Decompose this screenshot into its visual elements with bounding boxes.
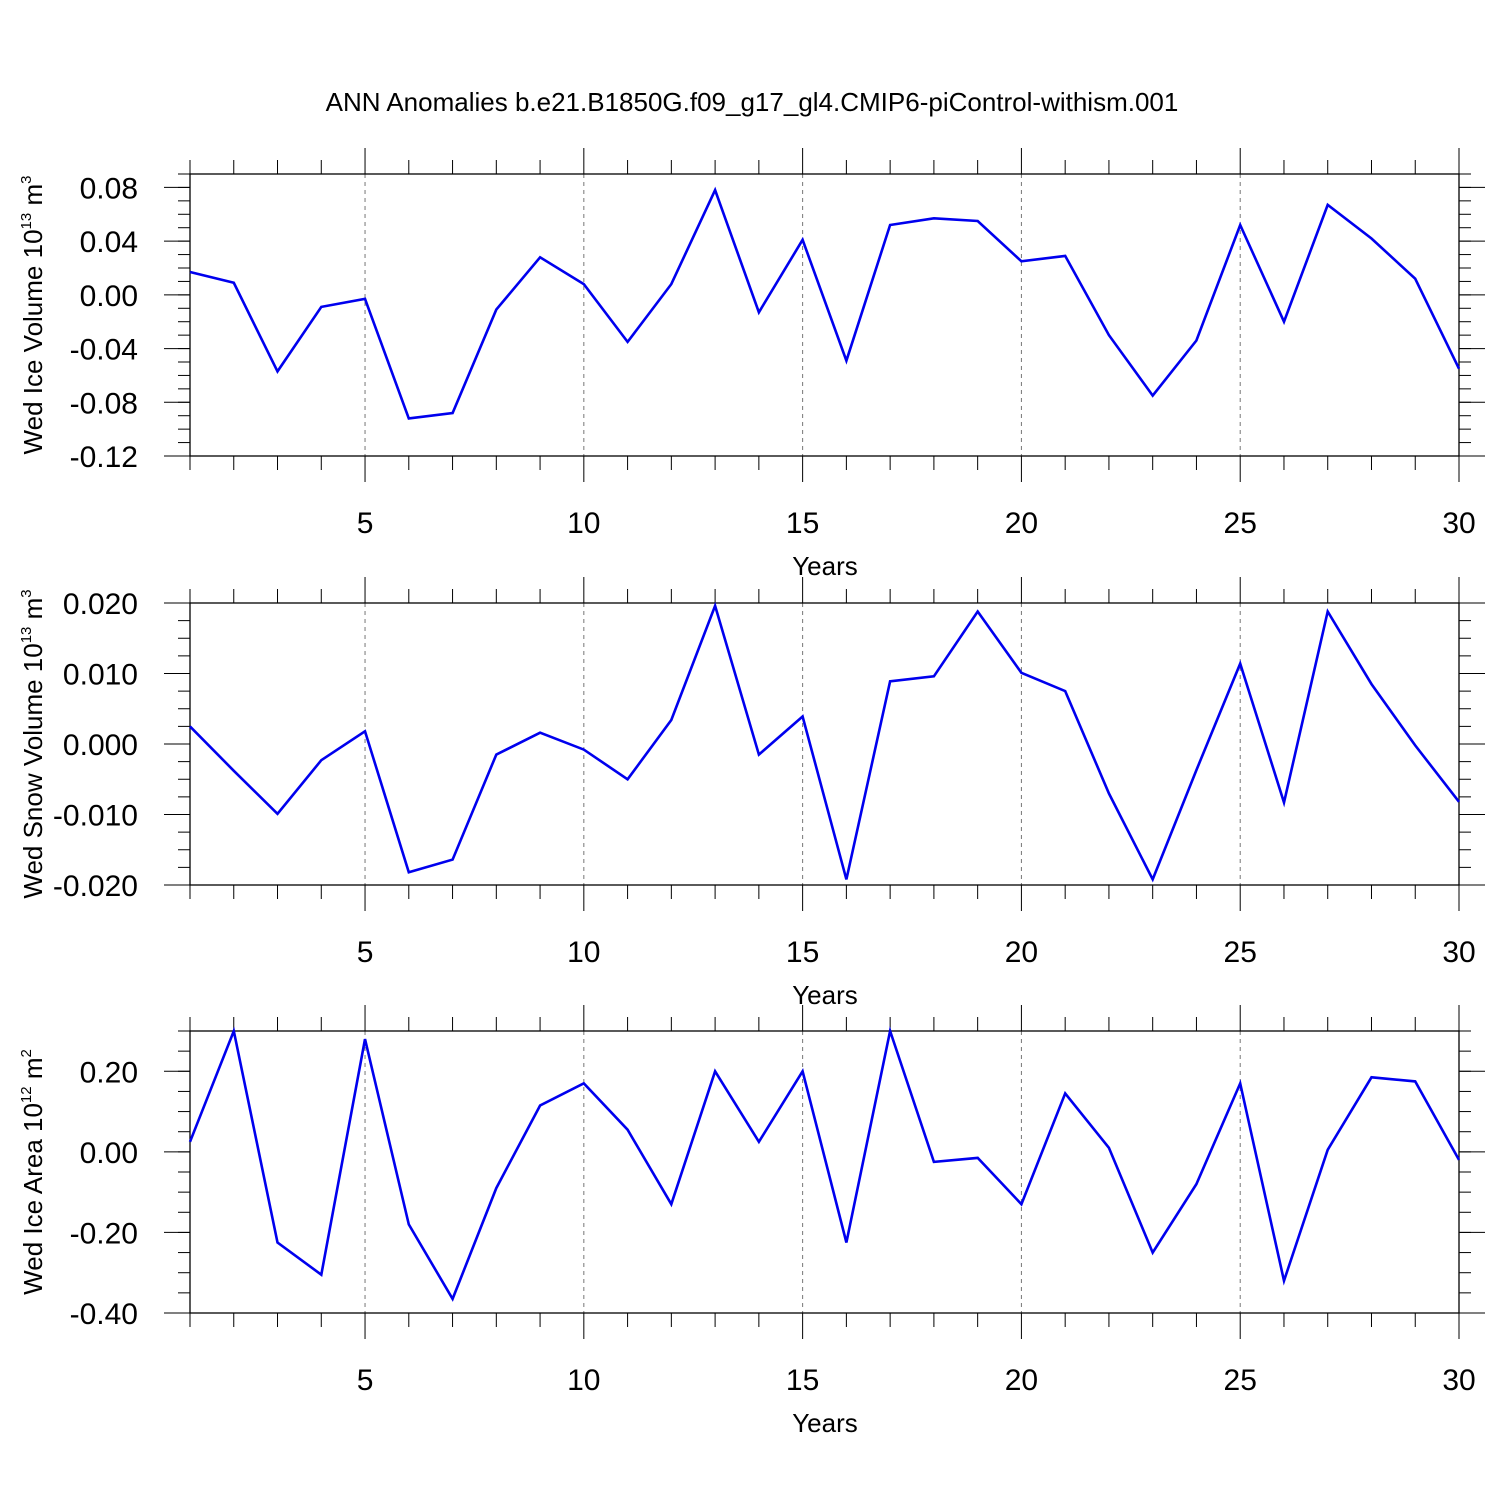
y-tick-label: 0.000 xyxy=(63,729,138,762)
x-tick-label: 20 xyxy=(1005,507,1038,540)
y-tick-label: 0.08 xyxy=(80,172,138,205)
x-tick-label: 30 xyxy=(1442,936,1475,969)
chart-panel-1: -0.12 -0.08 -0.04 0.00 0.04 0.08 5 10 15 20 25 30 Ye… xyxy=(18,148,1485,581)
panels: -0.12-0.08-0.040.000.040.085 10 15 20 25 30Ye… xyxy=(18,148,1485,1438)
figure-title: ANN Anomalies b.e21.B1850G.f09_g17_gl4.C… xyxy=(326,87,1179,117)
x-tick-label: 5 xyxy=(357,507,374,540)
y-axis-label: Wed Ice Volume 1013 m3 xyxy=(18,176,48,455)
x-tick-label: 30 xyxy=(1442,1364,1475,1397)
y-axis-label-unit: m xyxy=(18,184,48,213)
y-tick-label: -0.010 xyxy=(53,800,138,833)
y-tick-label: 0.20 xyxy=(80,1056,138,1089)
y-axis-label-unit-exponent: 3 xyxy=(18,589,35,597)
x-axis-label: Years xyxy=(792,551,858,581)
y-tick-label: -0.04 xyxy=(70,334,138,367)
x-tick-label: 10 xyxy=(567,507,600,540)
x-tick-label: 5 xyxy=(357,1364,374,1397)
x-tick-label: 15 xyxy=(786,507,819,540)
series-line xyxy=(188,1026,1461,1302)
y-axis-label-text: Wed Ice Volume 10 xyxy=(18,229,48,454)
y-tick-label: 0.00 xyxy=(80,280,138,313)
y-axis-label-unit-exponent: 3 xyxy=(18,176,35,184)
y-axis-label: Wed Snow Volume 1013 m3 xyxy=(18,589,48,898)
x-tick-label: 10 xyxy=(567,936,600,969)
y-axis-label-unit-exponent: 2 xyxy=(18,1049,35,1057)
series-line xyxy=(189,186,1461,420)
y-tick-label: -0.08 xyxy=(70,387,138,420)
chart-panel-3: -0.40 -0.20 0.00 0.20 5 10 15 20 25 30 Years Wed Ic… xyxy=(18,1005,1485,1438)
y-axis-label-unit: m xyxy=(18,1058,48,1087)
y-tick-label: -0.12 xyxy=(70,441,138,474)
y-tick-label: 0.010 xyxy=(63,659,138,692)
x-tick-label: 25 xyxy=(1224,507,1257,540)
plot-frame xyxy=(189,1030,1460,1314)
series-line xyxy=(189,601,1461,883)
x-tick-label: 10 xyxy=(567,1364,600,1397)
x-tick-label: 15 xyxy=(786,1364,819,1397)
x-tick-label: 30 xyxy=(1442,507,1475,540)
x-tick-label: 25 xyxy=(1224,936,1257,969)
y-tick-label: -0.20 xyxy=(70,1217,138,1250)
y-tick-label: 0.020 xyxy=(63,588,138,621)
y-tick-label: 0.00 xyxy=(80,1137,138,1170)
x-tick-label: 20 xyxy=(1005,1364,1038,1397)
x-axis-label: Years xyxy=(792,1408,858,1438)
x-axis-label: Years xyxy=(792,980,858,1010)
y-axis-label-text: Wed Ice Area 10 xyxy=(18,1103,48,1295)
y-axis-label-exponent: 13 xyxy=(18,627,35,644)
y-tick-label: -0.020 xyxy=(53,870,138,903)
y-axis-label-exponent: 13 xyxy=(18,213,35,230)
y-axis-label: Wed Ice Area 1012 m2 xyxy=(18,1049,48,1295)
plot-frame xyxy=(189,173,1460,457)
y-axis-label-unit: m xyxy=(18,598,48,627)
y-tick-label: 0.04 xyxy=(80,226,138,259)
y-axis-label-exponent: 12 xyxy=(18,1086,35,1103)
y-axis-label-text: Wed Snow Volume 10 xyxy=(18,643,48,898)
x-tick-label: 15 xyxy=(786,936,819,969)
plot-frame xyxy=(189,602,1460,886)
x-tick-label: 5 xyxy=(357,936,374,969)
x-tick-label: 25 xyxy=(1224,1364,1257,1397)
x-tick-label: 20 xyxy=(1005,936,1038,969)
chart-panel-2: -0.020 -0.010 0.000 0.010 0.020 5 10 15 20 25 30 Ye… xyxy=(18,577,1485,1010)
y-tick-label: -0.40 xyxy=(70,1298,138,1331)
